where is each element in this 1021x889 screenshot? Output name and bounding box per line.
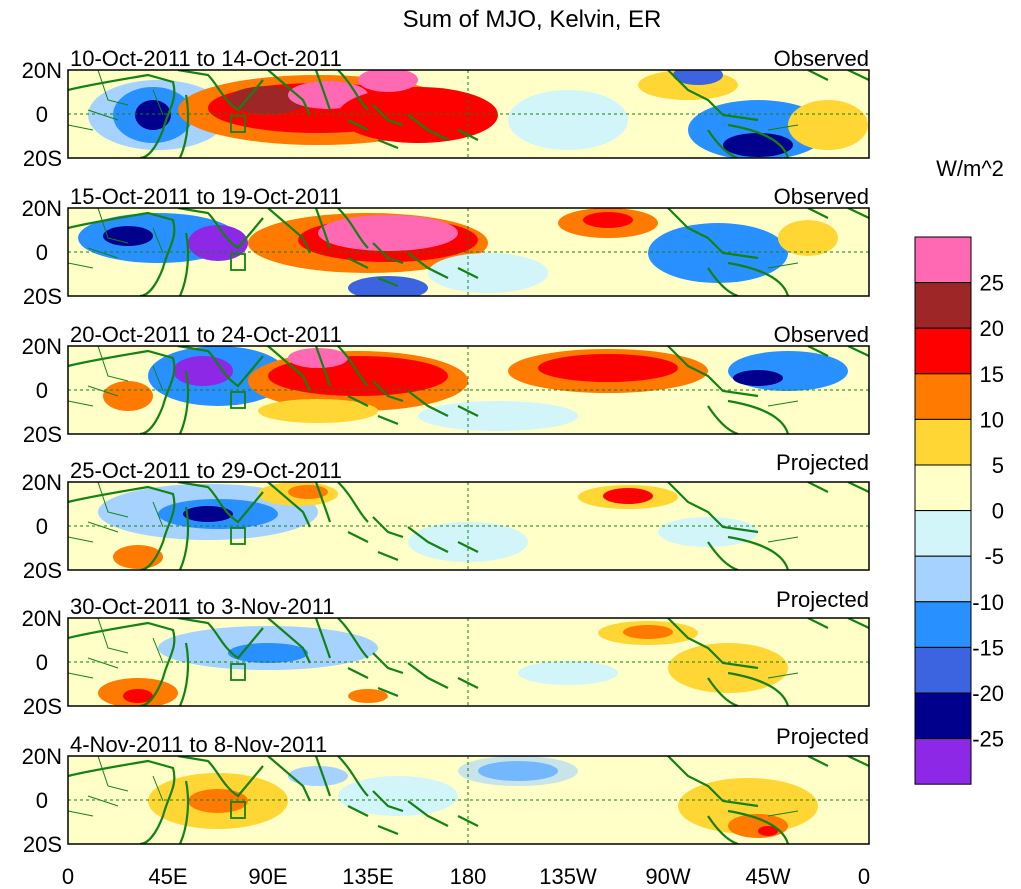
lat-tick-label: 0 (36, 514, 48, 539)
lon-tick-label: 0 (858, 864, 870, 889)
colorbar-label: -5 (984, 544, 1004, 569)
colorbar-label: 20 (980, 316, 1004, 341)
colorbar-label: -10 (972, 590, 1004, 615)
map-panel-3: 20-Oct-2011 to 24-Oct-2011 Observed (67, 322, 870, 435)
map-panel-6: 4-Nov-2011 to 8-Nov-2011 Projected (67, 724, 870, 845)
colorbar-swatch (914, 555, 972, 603)
colorbar-swatch (914, 464, 972, 512)
colorbar-label: -20 (972, 681, 1004, 706)
lat-tick-label: 0 (36, 102, 48, 127)
colorbar-label: 5 (992, 453, 1004, 478)
colorbar-swatch (914, 738, 972, 785)
colorbar-swatch (914, 601, 972, 648)
colorbar-labels: 25 20 15 10 5 0 -5 -10 -15 -20 -25 (972, 271, 1004, 752)
colorbar-swatch (914, 510, 972, 557)
lat-tick-label: 20N (22, 606, 62, 631)
lat-labels: 20N 0 20S 20N 0 20S 20N 0 20S 20N 0 20S … (22, 58, 62, 857)
panel-5-kind: Projected (776, 587, 869, 612)
colorbar-label: -15 (972, 635, 1004, 660)
colorbar-units: W/m^2 (936, 156, 1004, 181)
panel-6-kind: Projected (776, 724, 869, 749)
lon-tick-label: 135W (539, 864, 597, 889)
colorbar-swatches (914, 236, 972, 785)
panel-4-kind: Projected (776, 450, 869, 475)
lat-tick-label: 20N (22, 196, 62, 221)
lat-tick-label: 0 (36, 650, 48, 675)
colorbar-swatch (914, 373, 972, 420)
lat-tick-label: 20S (23, 694, 62, 719)
lat-tick-label: 20S (23, 422, 62, 447)
colorbar-swatch (914, 418, 972, 466)
map-panel-1: 10-Oct-2011 to 14-Oct-2011 Observed (67, 46, 870, 159)
panel-3-date: 20-Oct-2011 to 24-Oct-2011 (70, 322, 342, 347)
colorbar-label: 15 (980, 362, 1004, 387)
colorbar-swatch (914, 236, 972, 284)
panel-2-date: 15-Oct-2011 to 19-Oct-2011 (70, 184, 342, 209)
lat-tick-label: 20N (22, 470, 62, 495)
panel-1-kind: Observed (774, 46, 869, 71)
lat-tick-label: 20S (23, 146, 62, 171)
map-panel-5: 30-Oct-2011 to 3-Nov-2011 Projected (67, 587, 870, 707)
map-panel-2: 15-Oct-2011 to 19-Oct-2011 Observed (67, 184, 870, 297)
panel-2-kind: Observed (774, 184, 869, 209)
lat-tick-label: 0 (36, 378, 48, 403)
colorbar-swatch (914, 692, 972, 740)
colorbar-swatch (914, 282, 972, 329)
lat-tick-label: 0 (36, 240, 48, 265)
lon-tick-label: 45W (745, 864, 790, 889)
colorbar-label: 10 (980, 407, 1004, 432)
colorbar-label: 25 (980, 271, 1004, 296)
lat-tick-label: 20N (22, 744, 62, 769)
lon-tick-label: 0 (62, 864, 74, 889)
map-panel-4: 25-Oct-2011 to 29-Oct-2011 Projected (67, 450, 870, 571)
lat-tick-label: 20S (23, 832, 62, 857)
colorbar-label: -25 (972, 727, 1004, 752)
panel-4-date: 25-Oct-2011 to 29-Oct-2011 (70, 458, 342, 483)
panel-1-date: 10-Oct-2011 to 14-Oct-2011 (70, 46, 342, 71)
colorbar-label: 0 (992, 499, 1004, 524)
colorbar-swatch (914, 646, 972, 694)
lat-tick-label: 0 (36, 788, 48, 813)
colorbar: W/m^2 25 20 15 10 5 0 -5 -10 -15 -20 -25 (914, 156, 1004, 785)
lat-tick-label: 20S (23, 284, 62, 309)
lon-tick-label: 135E (342, 864, 393, 889)
lat-tick-label: 20S (23, 558, 62, 583)
lat-tick-label: 20N (22, 58, 62, 83)
lat-tick-label: 20N (22, 334, 62, 359)
lon-tick-label: 180 (450, 864, 487, 889)
lon-tick-label: 90E (248, 864, 287, 889)
panel-3-kind: Observed (774, 322, 869, 347)
colorbar-swatch (914, 327, 972, 375)
lon-tick-label: 45E (148, 864, 187, 889)
lon-labels: 0 45E 90E 135E 180 135W 90W 45W 0 (62, 864, 870, 889)
panel-5-date: 30-Oct-2011 to 3-Nov-2011 (70, 594, 335, 619)
figure-title: Sum of MJO, Kelvin, ER (403, 6, 662, 33)
lon-tick-label: 90W (645, 864, 690, 889)
panel-6-date: 4-Nov-2011 to 8-Nov-2011 (70, 732, 327, 757)
